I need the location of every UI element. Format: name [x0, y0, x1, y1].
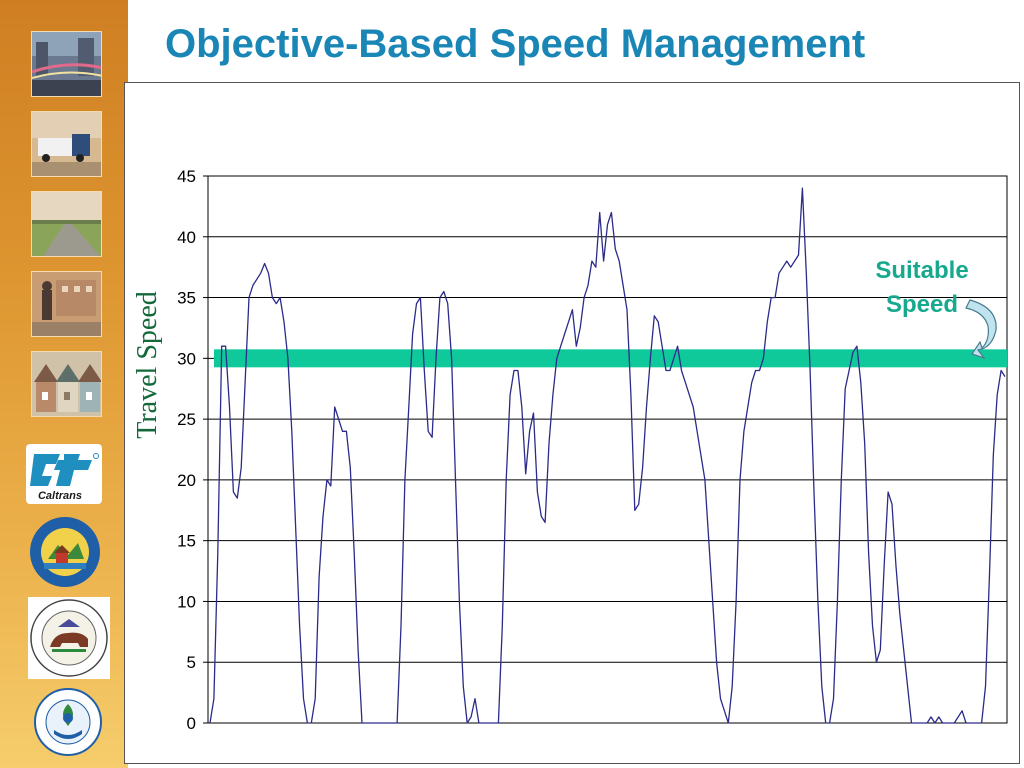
y-tick-label: 0: [187, 714, 196, 733]
suitable-speed-annotation: Suitable Speed: [866, 254, 978, 322]
y-axis-label: Travel Speed: [132, 291, 163, 439]
annotation-line-1: Suitable: [875, 257, 969, 284]
housing-community-development-seal: [28, 515, 102, 589]
annotation-line-2: Speed: [885, 291, 959, 318]
y-tick-label: 35: [177, 289, 196, 308]
curved-arrow-icon: [965, 299, 997, 360]
truck-highway-photo: [31, 111, 102, 177]
y-tick-label: 25: [177, 410, 196, 429]
caltrans-wordmark: Caltrans: [38, 490, 82, 502]
travel-speed-line: [209, 187, 1006, 724]
sidebar: Caltrans: [0, 0, 128, 768]
y-tick-label: 10: [177, 592, 196, 611]
y-tick-label: 5: [187, 653, 196, 672]
pedestrian-street-photo: [31, 271, 102, 337]
chart-frame: [124, 82, 1020, 764]
y-tick-label: 15: [177, 532, 196, 551]
governors-office-planning-research-seal: [28, 597, 110, 679]
y-tick-label: 30: [177, 349, 196, 368]
city-traffic-photo: [31, 31, 102, 97]
y-tick-label: 20: [177, 471, 196, 490]
rural-highway-photo: [31, 191, 102, 257]
y-tick-label: 40: [177, 228, 196, 247]
epa-seal: [34, 688, 102, 756]
caltrans-logo: Caltrans: [26, 444, 102, 504]
suitable-speed-band: [214, 349, 1007, 368]
townhouses-photo: [31, 351, 102, 417]
y-tick-label: 45: [177, 167, 196, 186]
slide-title: Objective-Based Speed Management: [165, 22, 866, 66]
